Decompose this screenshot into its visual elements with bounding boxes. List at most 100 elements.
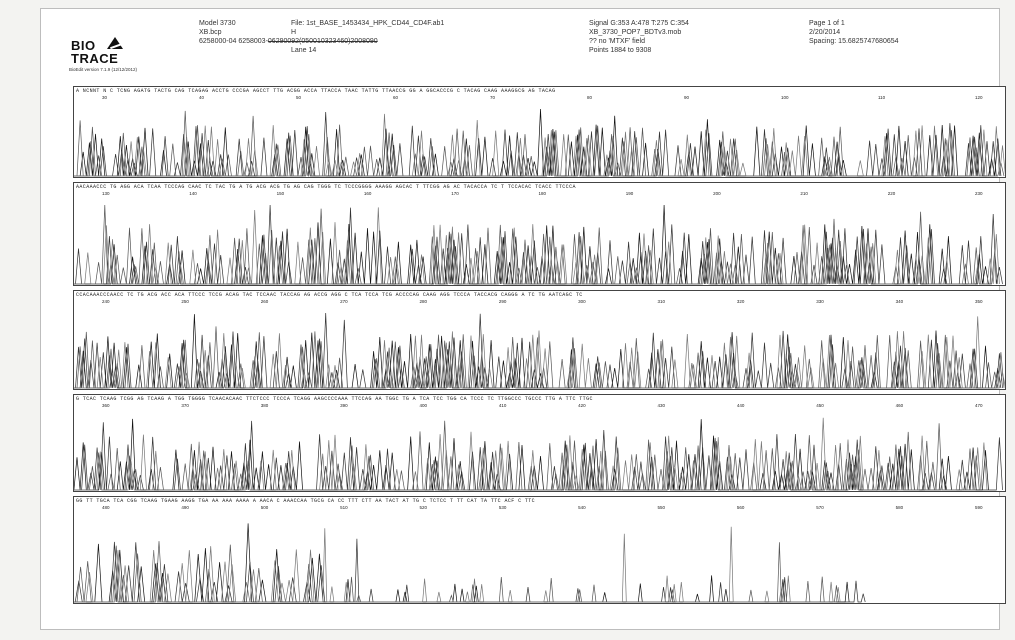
position-tick-label: 570 — [816, 505, 824, 510]
position-tick-label: 120 — [975, 95, 983, 100]
chromatogram-trace — [74, 417, 1003, 491]
position-tick-label: 480 — [102, 505, 110, 510]
base-call-sequence: AACAAACCC TG AGG ACA TCAA TCCCAG CAAC TC… — [76, 184, 576, 190]
position-tick-label: 310 — [657, 299, 666, 304]
blank-text — [291, 37, 444, 46]
position-ticks: 30 40 50 60 70 80 90 100 110 120 — [74, 95, 1005, 103]
trace-panel: G TCAC TCAAG TCGG AG TCAAG A TGG TGGGG T… — [73, 394, 1006, 492]
position-tick-label: 110 — [878, 95, 886, 100]
signal-text: Signal G:353 A:478 T:275 C:354 — [589, 20, 689, 27]
chromatogram-page: BIO TRACE BioEdit version 7.1.9 (12/12/2… — [40, 8, 1006, 630]
position-tick-label: 360 — [102, 403, 110, 408]
position-tick-label: 130 — [102, 191, 110, 196]
header-col-signal: Signal G:353 A:478 T:275 C:354 XB_3730_P… — [589, 19, 689, 55]
position-tick-label: 260 — [260, 299, 269, 304]
logo-bio-text: BIO — [71, 38, 96, 53]
position-tick-label: 430 — [657, 403, 666, 408]
position-tick-label: 590 — [975, 505, 983, 510]
position-tick-label: 450 — [816, 403, 824, 408]
position-tick-label: 370 — [181, 403, 189, 408]
file-text: File: 1st_BASE_1453434_HPK_CD44_CD4F.ab1 — [291, 20, 445, 27]
position-tick-label: 490 — [181, 505, 189, 510]
base-trace-line — [74, 207, 1000, 285]
base-call-sequence: GG TT TGCA TCA CGG TCAAG TGAAG AAGG TGA … — [76, 498, 536, 504]
date-text: 2/20/2014 — [809, 29, 841, 36]
position-tick-label: 100 — [781, 95, 789, 100]
trace-panel: CCACAAACCCAACC TC TG ACG ACC ACA TTCCC T… — [73, 290, 1006, 390]
base-trace-line — [74, 316, 1005, 389]
chromatogram-trace — [74, 204, 1003, 285]
position-tick-label: 250 — [181, 299, 189, 304]
position-tick-label: 40 — [199, 95, 205, 100]
position-tick-label: 140 — [189, 191, 197, 196]
run-id-text: 6258000-04 6258003-06290092(050010323460… — [199, 38, 378, 45]
position-ticks: 240 250 260 270 280 290 300 310 320 330 340 350 — [74, 299, 1005, 307]
position-tick-label: 410 — [498, 403, 507, 408]
position-tick-label: 220 — [887, 191, 896, 196]
position-ticks: 130 140 150 160 170 180 190 200 210 220 230 — [74, 191, 1005, 199]
position-tick-label: 460 — [895, 403, 904, 408]
base-call-sequence: A NCNNT N C TCNG AGATG TACTG CAG TCAGAG … — [76, 88, 556, 94]
position-tick-label: 80 — [587, 95, 593, 100]
model-text: Model 3730 — [199, 20, 236, 27]
base-trace-line — [74, 538, 866, 603]
trace-panel: A NCNNT N C TCNG AGATG TACTG CAG TCAGAG … — [73, 86, 1006, 178]
position-tick-label: 330 — [816, 299, 824, 304]
position-tick-label: 380 — [260, 403, 269, 408]
mobility-text: XB_3730_POP7_BDTv3.mob — [589, 29, 682, 36]
position-tick-label: 50 — [296, 95, 302, 100]
lane-text: Lane 14 — [291, 47, 317, 54]
position-tick-label: 210 — [800, 191, 808, 196]
page-text: Page 1 of 1 — [809, 20, 845, 27]
base-trace-line — [74, 113, 1005, 177]
trace-panel: AACAAACCC TG AGG ACA TCAA TCCCAG CAAC TC… — [73, 182, 1006, 286]
bcp-text: XB.bcp — [199, 29, 222, 36]
position-tick-label: 180 — [538, 191, 547, 196]
spacing-text: Spacing: 15.6825747680654 — [809, 38, 899, 45]
position-tick-label: 320 — [736, 299, 745, 304]
position-tick-label: 230 — [975, 191, 983, 196]
mtxf-text: ?? no 'MTXF' field — [589, 38, 645, 45]
trace-panel: GG TT TGCA TCA CGG TCAAG TGAAG AAGG TGA … — [73, 496, 1006, 604]
position-tick-label: 440 — [736, 403, 745, 408]
header-col-page: Page 1 of 1 2/20/2014 Spacing: 15.682574… — [809, 19, 899, 46]
position-tick-label: 500 — [260, 505, 269, 510]
position-tick-label: 60 — [393, 95, 399, 100]
header-col-instrument: Model 3730 XB.bcp 6258000-04 6258003-062… — [199, 19, 378, 46]
position-tick-label: 560 — [736, 505, 745, 510]
header-col-file: File: 1st_BASE_1453434_HPK_CD44_CD4F.ab1… — [291, 19, 444, 55]
position-tick-label: 240 — [102, 299, 110, 304]
position-tick-label: 390 — [340, 403, 348, 408]
base-trace-line — [74, 420, 980, 491]
position-tick-label: 280 — [419, 299, 427, 304]
base-trace-line — [74, 108, 1002, 177]
position-tick-label: 420 — [578, 403, 586, 408]
bioedit-version: BioEdit version 7.1.9 (12/12/2012) — [69, 67, 138, 72]
position-tick-label: 350 — [975, 299, 983, 304]
position-tick-label: 70 — [490, 95, 496, 100]
base-trace-line — [74, 111, 997, 177]
chromatogram-trace — [74, 108, 1005, 177]
chromatogram-trace — [74, 523, 866, 603]
position-tick-label: 290 — [498, 299, 507, 304]
base-call-sequence: CCACAAACCCAACC TC TG ACG ACC ACA TTCCC T… — [76, 292, 583, 298]
position-tick-label: 540 — [578, 505, 586, 510]
position-tick-label: 340 — [895, 299, 904, 304]
base-trace-line — [74, 314, 1002, 389]
position-tick-label: 90 — [684, 95, 690, 100]
position-tick-label: 510 — [340, 505, 348, 510]
position-tick-label: 300 — [578, 299, 586, 304]
position-tick-label: 160 — [363, 191, 372, 196]
position-tick-label: 190 — [625, 191, 634, 196]
base-trace-line — [74, 312, 1003, 389]
position-tick-label: 270 — [340, 299, 348, 304]
base-trace-line — [74, 526, 841, 603]
points-text: Points 1884 to 9308 — [589, 47, 652, 54]
position-tick-label: 550 — [657, 505, 666, 510]
base-trace-line — [74, 417, 988, 491]
position-tick-label: 170 — [451, 191, 459, 196]
position-ticks: 480 490 500 510 520 530 540 550 560 570 580 590 — [74, 505, 1005, 513]
position-tick-label: 400 — [419, 403, 427, 408]
position-tick-label: 520 — [419, 505, 427, 510]
position-tick-label: 30 — [102, 95, 108, 100]
